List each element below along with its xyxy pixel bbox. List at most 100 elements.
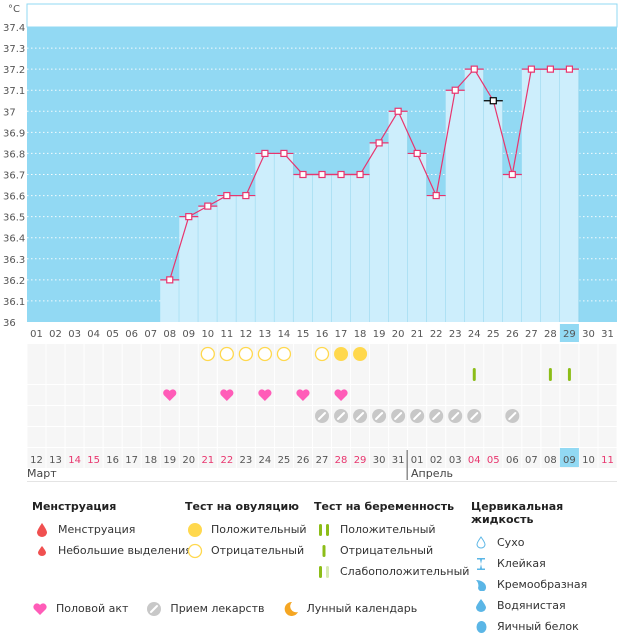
- pill-icon: [505, 409, 520, 423]
- x-tick-label: 23: [449, 329, 462, 340]
- legend-item: Яичный белок: [471, 616, 626, 637]
- calendar-day-label: 27: [316, 455, 329, 466]
- cream-drop-icon: [471, 579, 491, 591]
- calendar-cell: [465, 385, 484, 405]
- calendar-cell: [408, 364, 427, 384]
- drop-large-icon: [32, 522, 52, 537]
- legend-title: Тест на овуляцию: [185, 500, 299, 513]
- calendar-cell: [389, 427, 408, 447]
- heart-icon: [30, 602, 50, 615]
- x-tick-label: 22: [430, 329, 443, 340]
- calendar-day-label: 09: [563, 455, 576, 466]
- legend-cervical: Цервикальная жидкость Сухо Клейкая Кремо…: [471, 500, 626, 637]
- temperature-point: [280, 149, 288, 158]
- temperature-bar: [388, 111, 408, 323]
- calendar-day-label: 11: [601, 455, 614, 466]
- x-tick-label: 03: [68, 329, 81, 340]
- calendar-cell: [274, 364, 293, 384]
- y-tick-label: 36.8: [3, 149, 25, 160]
- hourglass-icon: [471, 557, 491, 570]
- calendar-cell: [484, 427, 503, 447]
- legend-item: Слабоположительный: [314, 561, 469, 582]
- calendar-cell: [217, 427, 236, 447]
- temperature-point: [470, 65, 478, 73]
- calendar-cell: [255, 406, 274, 426]
- calendar-cell: [427, 448, 446, 468]
- calendar-cell: [27, 385, 46, 405]
- legend-item: Лунный календарь: [281, 598, 417, 619]
- calendar-cell: [465, 344, 484, 364]
- calendar-cell: [293, 427, 312, 447]
- calendar-cell: [522, 364, 541, 384]
- calendar-day-label: 30: [373, 455, 386, 466]
- x-tick-label: 04: [87, 329, 100, 340]
- pill-icon: [372, 409, 387, 423]
- x-tick-label: 19: [373, 329, 386, 340]
- calendar-day-label: 13: [49, 455, 62, 466]
- legend-item: Положительный: [314, 519, 469, 540]
- calendar-day-label: 17: [125, 455, 138, 466]
- x-tick-label: 10: [201, 329, 214, 340]
- calendar-cell: [293, 448, 312, 468]
- calendar-day-label: 25: [278, 455, 291, 466]
- temperature-point: [508, 170, 516, 179]
- temperature-point: [527, 65, 535, 73]
- temperature-point: [489, 97, 497, 105]
- calendar-cell: [84, 448, 103, 468]
- ovulation-positive-icon: [334, 347, 349, 361]
- calendar-cell: [484, 385, 503, 405]
- temperature-bar: [350, 174, 370, 322]
- calendar-cell: [541, 385, 560, 405]
- calendar-cell: [370, 364, 389, 384]
- x-tick-label: 12: [240, 329, 253, 340]
- calendar-cell: [579, 385, 598, 405]
- calendar-cell: [389, 385, 408, 405]
- calendar-cell: [446, 385, 465, 405]
- calendar-cell: [274, 427, 293, 447]
- calendar-cell: [141, 364, 160, 384]
- x-tick-label: 06: [125, 329, 138, 340]
- calendar-cell: [560, 344, 579, 364]
- temperature-bar: [483, 100, 503, 322]
- temperature-point: [185, 213, 193, 221]
- circle-outline-icon: [185, 543, 205, 559]
- temperature-point: [299, 170, 307, 179]
- calendar-cell: [408, 344, 427, 364]
- calendar-cell: [541, 344, 560, 364]
- x-tick-label: 18: [354, 329, 367, 340]
- calendar-day-label: 05: [487, 455, 500, 466]
- legend-label: Небольшие выделения: [58, 544, 192, 557]
- calendar-cell: [217, 448, 236, 468]
- temperature-point: [546, 65, 554, 73]
- legend-label: Кремообразная: [497, 578, 588, 591]
- calendar-cell: [103, 427, 122, 447]
- calendar-day-label: 22: [220, 455, 233, 466]
- calendar-cell: [503, 385, 522, 405]
- calendar-cell: [408, 448, 427, 468]
- calendar-cell: [179, 427, 198, 447]
- calendar-cell: [84, 385, 103, 405]
- calendar-cell: [141, 427, 160, 447]
- calendar-cell: [179, 344, 198, 364]
- temperature-bar: [521, 69, 541, 323]
- calendar-cell: [141, 406, 160, 426]
- calendar-cell: [65, 344, 84, 364]
- calendar-cell: [446, 427, 465, 447]
- calendar-cell: [598, 344, 617, 364]
- calendar-cell: [179, 385, 198, 405]
- calendar-cell: [65, 427, 84, 447]
- calendar-cell: [65, 364, 84, 384]
- legend-item: Сухо: [471, 532, 626, 553]
- calendar-cell: [84, 427, 103, 447]
- calendar-cell: [84, 406, 103, 426]
- calendar-cell: [598, 406, 617, 426]
- calendar-cell: [503, 448, 522, 468]
- drop-filled-icon: [471, 599, 491, 612]
- calendar-cell: [160, 406, 179, 426]
- x-tick-label: 01: [30, 329, 43, 340]
- temperature-bar: [179, 216, 199, 322]
- calendar-cell: [579, 427, 598, 447]
- calendar-cell: [522, 344, 541, 364]
- pill-icon: [315, 409, 329, 423]
- legend-title: Менструация: [32, 500, 117, 513]
